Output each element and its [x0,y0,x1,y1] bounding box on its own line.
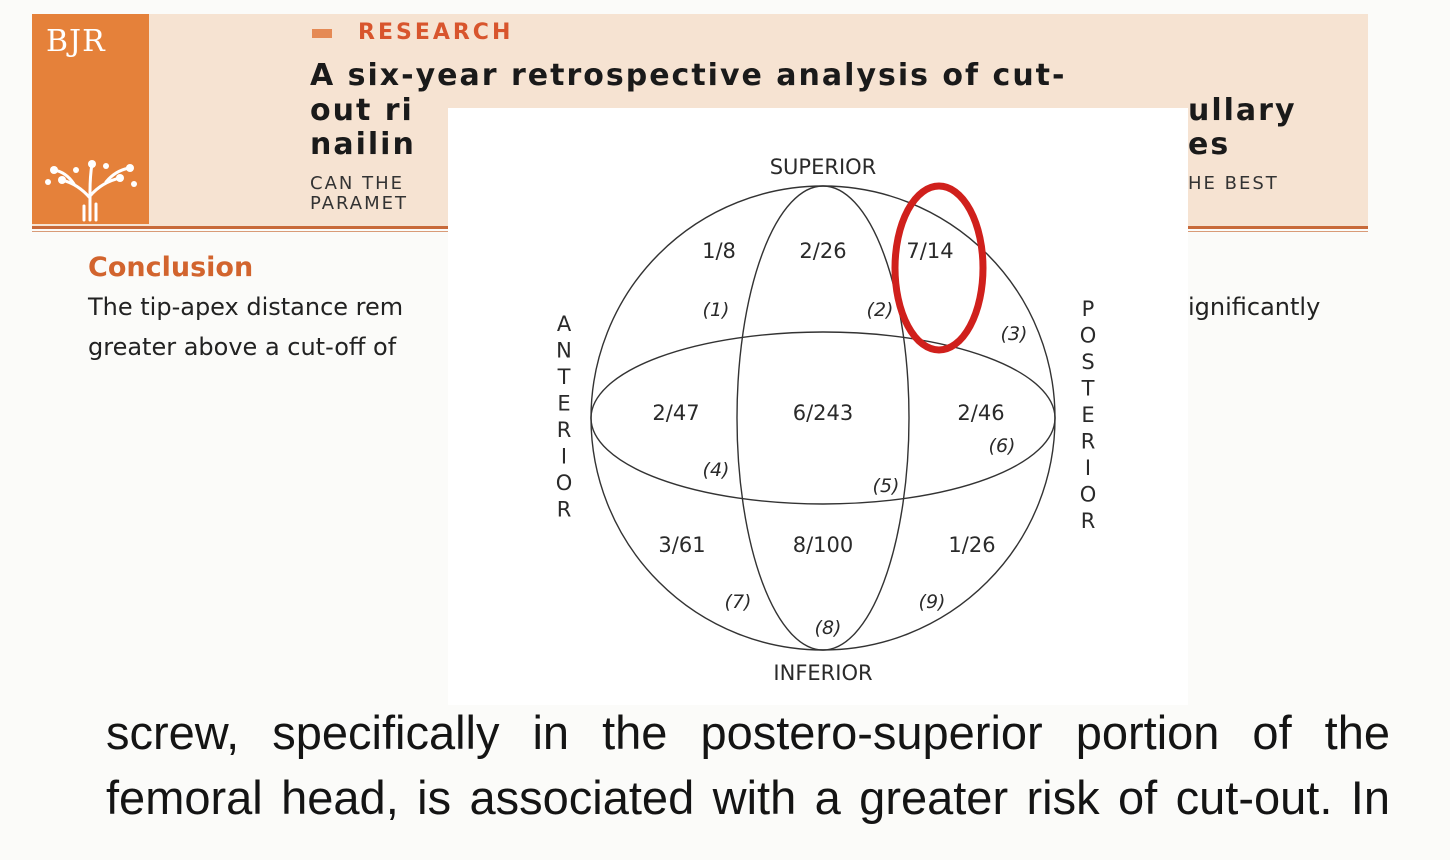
zone-ratio-4: 2/47 [652,401,699,425]
conclusion-heading: Conclusion [88,252,254,283]
zone-ratio-2: 2/26 [799,239,846,263]
journal-logo-text: BJR [46,24,106,59]
posterior-label-letter: O [1080,324,1097,348]
conclusion-text-line-1-tail: ignificantly [1188,293,1321,321]
zone-number-2: (2) [867,299,894,321]
conclusion-text-line-2: greater above a cut-off of [88,333,397,361]
anterior-label-letter: R [557,418,572,442]
superior-label: SUPERIOR [770,155,877,179]
zone-number-5: (5) [873,475,900,497]
zone-ratio-6: 2/46 [957,401,1004,425]
posterior-label-letter: P [1082,297,1095,321]
zone-ratio-3: 7/14 [906,239,953,263]
posterior-label-letter: I [1085,456,1091,480]
posterior-label-letter: S [1081,350,1094,374]
article-subtitle-line-2: PARAMET [310,193,409,214]
body-text-line-1: screw, specifically in the postero-super… [106,706,1390,759]
zone-number-9: (9) [919,591,946,613]
posterior-label-letter: O [1080,483,1097,507]
body-text-line-2: femoral head, is associated with a great… [106,771,1390,824]
zone-ratio-5: 6/243 [793,401,854,425]
zone-ratio-8: 8/100 [793,533,854,557]
article-title-line-3: nailin [310,127,416,162]
journal-logo: BJR [32,14,149,224]
article-title-line-1: A six-year retrospective analysis of cut… [310,58,1067,93]
section-label: RESEARCH [358,20,514,45]
zone-ratio-9: 1/26 [948,533,995,557]
anterior-label-letter: N [556,339,572,363]
posterior-label-letter: T [1081,377,1095,401]
tree-icon [45,160,137,222]
article-subtitle-line-1: CAN THE [310,173,404,194]
posterior-label-letter: E [1081,403,1094,427]
article-subtitle-line-1-tail: HE BEST [1188,173,1279,194]
anterior-label-letter: I [561,445,567,469]
anterior-label-letter: E [557,392,570,416]
anterior-label-letter: T [557,365,571,389]
zone-number-4: (4) [703,459,730,481]
article-title-line-2-tail: ullary [1188,93,1297,128]
zone-number-1: (1) [703,299,730,321]
zone-number-8: (8) [815,617,842,639]
vertical-ellipse [736,185,910,651]
horizontal-ellipse [590,331,1056,505]
highlight-circle [891,182,987,354]
inferior-label: INFERIOR [773,661,872,685]
anterior-label-letter: A [557,312,572,336]
section-marker [312,29,332,38]
zone-number-6: (6) [989,435,1016,457]
zone-number-3: (3) [1001,323,1028,345]
article-title-line-2: out ri [310,93,414,128]
posterior-label-letter: R [1081,430,1096,454]
anterior-label-letter: O [556,471,573,495]
zone-number-7: (7) [725,591,752,613]
anterior-label-letter: R [557,498,572,522]
body-text-line-3-cropped [106,838,1390,860]
article-title-line-3-tail: es [1188,127,1231,162]
zone-ratio-1: 1/8 [702,239,736,263]
posterior-label-letter: R [1081,509,1096,533]
zone-ratio-7: 3/61 [658,533,705,557]
conclusion-text-line-1: The tip-apex distance rem [88,293,404,321]
